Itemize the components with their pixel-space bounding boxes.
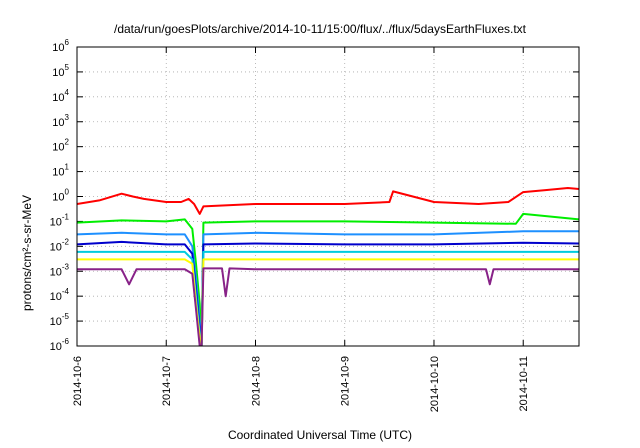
series-line <box>77 187 579 215</box>
series-line <box>77 240 579 346</box>
series-line <box>77 258 579 346</box>
y-tick-label: 10-6 <box>50 337 70 353</box>
y-tick-label: 103 <box>52 113 69 129</box>
y-tick-label: 105 <box>52 63 69 79</box>
y-tick-label: 100 <box>52 188 69 204</box>
series-line <box>77 250 579 346</box>
y-tick-label: 10-1 <box>50 212 70 228</box>
series-line <box>77 212 579 346</box>
x-tick-label: 2014-10-7 <box>161 356 173 406</box>
x-tick-label: 2014-10-11 <box>518 356 530 411</box>
y-tick-label: 10-3 <box>50 262 70 278</box>
y-tick-label: 106 <box>52 38 69 54</box>
series-line <box>77 267 579 346</box>
y-tick-label: 10-4 <box>50 287 70 303</box>
y-tick-label: 104 <box>52 88 69 104</box>
x-tick-label: 2014-10-9 <box>340 356 352 406</box>
chart-title: /data/run/goesPlots/archive/2014-10-11/1… <box>113 22 526 36</box>
y-tick-label: 10-2 <box>50 237 70 253</box>
y-tick-label: 101 <box>52 163 69 179</box>
x-axis-label: Coordinated Universal Time (UTC) <box>227 428 413 442</box>
x-tick-label: 2014-10-10 <box>429 356 441 412</box>
series-line <box>77 230 579 346</box>
x-tick-label: 2014-10-6 <box>72 356 84 406</box>
x-tick-label: 2014-10-8 <box>250 356 262 406</box>
y-tick-label: 10-5 <box>50 312 70 328</box>
plot-frame <box>76 46 580 347</box>
y-tick-label: 102 <box>52 138 69 154</box>
